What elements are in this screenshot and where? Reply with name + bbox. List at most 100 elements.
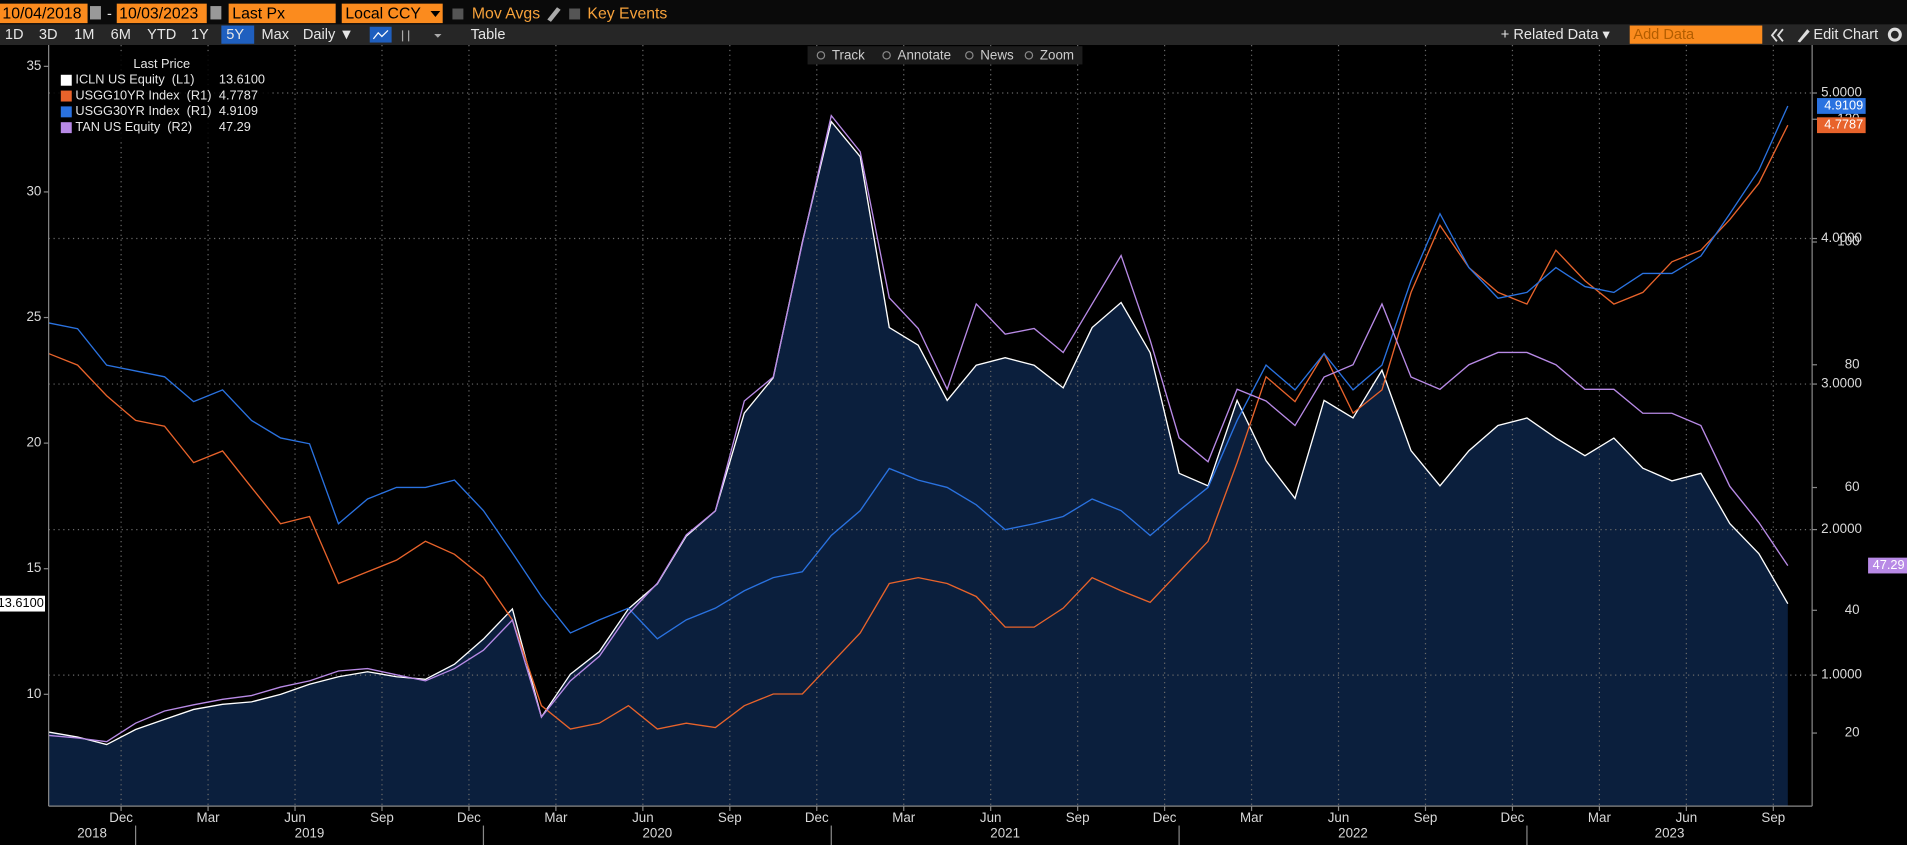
settings-icon[interactable] [1887,27,1902,42]
x-tick-label: Sep [1066,810,1090,825]
checkbox[interactable] [452,8,464,20]
legend-swatch [60,90,72,102]
legend [51,53,273,140]
start-date-box[interactable] [0,3,88,24]
last-value-label: 13.6100 [0,595,44,610]
x-tick-label: Dec [109,810,133,825]
chart-tool[interactable]: News [980,47,1014,62]
y2-tick-label: 5.0000 [1821,85,1862,100]
legend-label: ICLN US Equity (L1) [75,72,194,87]
field-box[interactable] [228,3,336,24]
year-label: 2022 [1338,826,1368,841]
start-date[interactable]: 10/04/2018 [2,6,81,23]
x-tick-label: Jun [980,810,1002,825]
tool-icon[interactable] [882,51,891,60]
last-value-tag [0,595,45,612]
y2-tick-label: 2.0000 [1821,521,1862,536]
series-line [48,120,1789,746]
series-line [48,105,1789,640]
checkbox[interactable] [569,8,581,20]
chart-tool[interactable]: Zoom [1040,47,1074,62]
y3-tick-label: 40 [1845,602,1860,617]
field[interactable]: Last Px [232,6,285,23]
legend-swatch [60,122,72,134]
x-tick-label: Dec [1501,810,1525,825]
legend-value: 13.6100 [219,72,265,87]
chart-tool[interactable]: Annotate [898,47,951,62]
x-tick-label: Jun [1676,810,1698,825]
x-tick-label: Dec [805,810,829,825]
x-tick-label: Dec [1153,810,1177,825]
year-label: 2019 [295,826,325,841]
currency-box[interactable] [341,3,443,24]
calendar-icon[interactable] [210,6,222,20]
last-value-tag [1817,117,1866,134]
last-value-tag [1868,557,1907,574]
y3-tick-label: 20 [1845,725,1860,740]
x-tick-label: Jun [632,810,654,825]
chart-tool[interactable]: Track [832,47,865,62]
tool-icon[interactable] [1024,51,1034,60]
y-tick-label: 15 [26,560,41,575]
year-label: 2023 [1655,826,1685,841]
table-button[interactable]: Table [471,27,506,43]
x-tick-label: Sep [1761,810,1785,825]
key-events[interactable]: Key Events [587,6,667,23]
sort-icon[interactable] [401,30,410,42]
x-tick-label: Mar [1588,810,1612,825]
tool-icon[interactable] [816,51,826,60]
chart-tools-bar [807,46,1083,65]
series-line [48,114,1789,743]
y3-tick-label: 80 [1845,356,1860,371]
y-tick-label: 30 [26,183,41,198]
end-date-box[interactable] [116,3,207,24]
legend-label: USGG10YR Index (R1) [75,87,211,102]
y3-tick-label: 100 [1837,234,1859,249]
x-tick-label: Sep [1414,810,1438,825]
related-data[interactable]: + Related Data ▾ [1501,27,1611,43]
dropdown-arrow[interactable] [430,10,441,18]
edit-chart[interactable]: Edit Chart [1813,27,1878,43]
end-date[interactable]: 10/03/2023 [119,6,198,23]
currency[interactable]: Local CCY [345,6,421,23]
period-button[interactable]: 5Y [226,27,244,43]
period-button[interactable]: Max [261,27,289,43]
y-tick-label: 20 [26,435,41,450]
legend-label: USGG30YR Index (R1) [75,103,211,118]
frequency[interactable]: Daily ▼ [303,27,354,43]
y-tick-label: 10 [26,686,41,701]
x-tick-label: Sep [370,810,394,825]
add-data-box[interactable] [1629,25,1763,44]
x-tick-label: Mar [1240,810,1264,825]
legend-label: TAN US Equity (R2) [75,119,192,134]
legend-swatch [60,106,72,118]
period-button[interactable]: YTD [147,27,176,43]
tool-icon[interactable] [965,51,974,60]
collapse-icon[interactable] [1770,28,1784,42]
period-button[interactable]: 1D [5,27,24,43]
y-tick-label: 35 [26,58,41,73]
add-data[interactable]: Add Data [1633,27,1695,43]
x-tick-label: Mar [544,810,568,825]
last-value-tag [1817,98,1866,114]
period-button[interactable]: 1M [74,27,94,43]
pencil-icon[interactable] [547,7,561,22]
dropdown-arrow[interactable] [434,34,442,38]
active-period [221,25,255,44]
calendar-icon[interactable] [89,6,101,20]
last-value-label: 4.7787 [1824,117,1863,132]
last-value-label: 47.29 [1873,557,1905,572]
x-tick-label: Mar [197,810,221,825]
series-line [48,124,1789,730]
chart-type-glyph [372,29,389,40]
pencil-icon[interactable] [1797,29,1810,43]
mov-avgs[interactable]: Mov Avgs [472,6,540,23]
legend-title: Last Price [133,56,190,71]
y3-tick-label: 60 [1845,479,1860,494]
period-button[interactable]: 6M [111,27,131,43]
year-label: 2021 [990,826,1020,841]
legend-value: 4.7787 [219,87,258,102]
period-button[interactable]: 1Y [191,27,209,43]
period-button[interactable]: 3D [39,27,58,43]
